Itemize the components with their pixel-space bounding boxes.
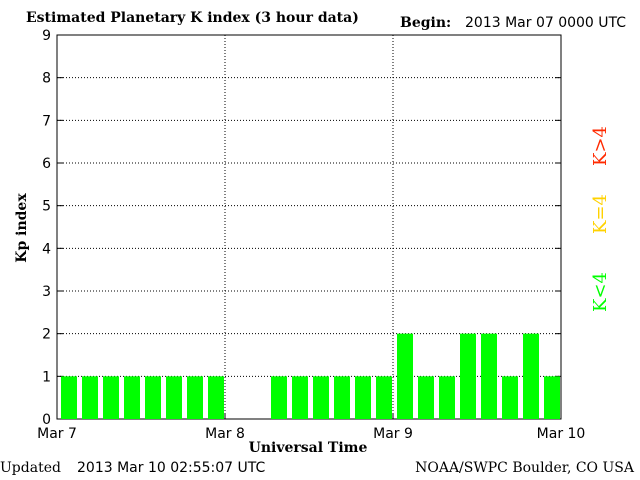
y-tick-label: 6: [42, 156, 51, 172]
kp-bar: [376, 376, 392, 419]
updated-value: 2013 Mar 10 02:55:07 UTC: [77, 460, 266, 476]
kp-bar: [82, 376, 98, 419]
y-tick-label: 1: [42, 369, 51, 385]
legend-k-less-4: K<4: [590, 272, 611, 312]
x-tick-label: Mar 7: [37, 426, 77, 442]
kp-bar: [439, 376, 455, 419]
updated-label: Updated: [0, 460, 61, 476]
kp-bar: [460, 333, 476, 419]
kp-bar: [544, 376, 560, 419]
legend-k-greater-4: K>4: [590, 126, 611, 166]
begin-label: Begin:: [400, 15, 452, 31]
x-tick-label: Mar 9: [373, 426, 413, 442]
legend-k-equal-4: K=4: [590, 194, 611, 234]
y-tick-label: 3: [42, 284, 51, 300]
kp-bar: [124, 376, 140, 419]
kp-bar: [397, 333, 413, 419]
y-tick-label: 9: [42, 28, 51, 44]
credit-line: NOAA/SWPC Boulder, CO USA: [415, 460, 634, 476]
kp-bar: [502, 376, 518, 419]
kp-bar: [334, 376, 350, 419]
y-tick-label: 7: [42, 113, 51, 129]
y-tick-label: 0: [42, 412, 51, 428]
kp-bar: [208, 376, 224, 419]
kp-bar: [271, 376, 287, 419]
kp-bar: [355, 376, 371, 419]
x-tick-label: Mar 8: [205, 426, 245, 442]
plot-frame: [56, 34, 562, 420]
chart-title: Estimated Planetary K index (3 hour data…: [26, 10, 359, 26]
y-tick-label: 5: [42, 199, 51, 215]
kp-bar: [103, 376, 119, 419]
kp-bar: [523, 333, 539, 419]
kp-bar: [166, 376, 182, 419]
y-axis-label: Kp index: [14, 193, 30, 263]
kp-bar: [61, 376, 77, 419]
kp-bar: [313, 376, 329, 419]
y-tick-label: 4: [42, 241, 51, 257]
x-axis-label: Universal Time: [248, 440, 368, 456]
y-tick-label: 8: [42, 71, 51, 87]
kp-bar: [187, 376, 203, 419]
kp-bar: [145, 376, 161, 419]
kp-bar: [481, 333, 497, 419]
y-tick-label: 2: [42, 327, 51, 343]
x-tick-label: Mar 10: [537, 426, 586, 442]
kp-bar: [292, 376, 308, 419]
begin-value: 2013 Mar 07 0000 UTC: [465, 15, 627, 31]
kp-bar: [418, 376, 434, 419]
